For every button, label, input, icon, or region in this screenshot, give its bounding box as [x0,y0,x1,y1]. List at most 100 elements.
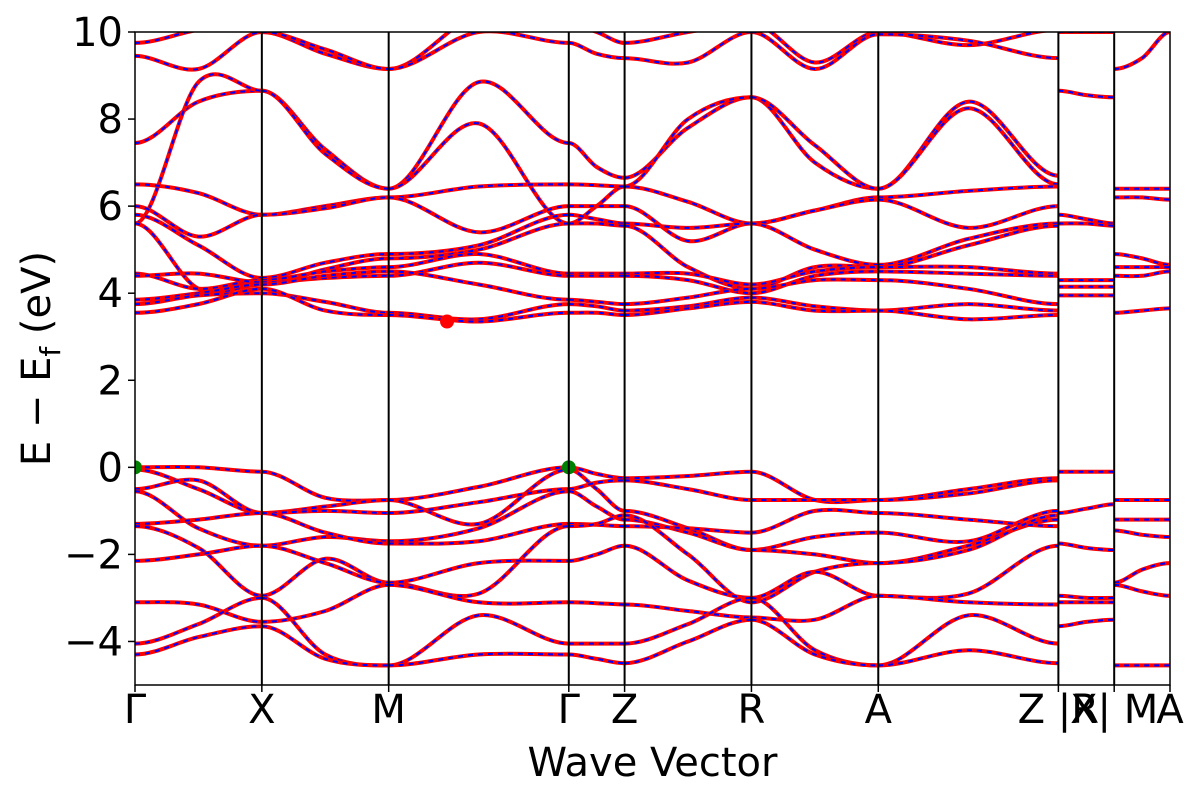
band-line-wannier [624,205,752,243]
band-line-wannier [388,222,569,260]
band-line-dft [624,478,752,502]
band-line-wannier [261,196,389,216]
band-line-wannier [135,544,262,562]
band-line-wannier [135,525,262,597]
band-line-wannier [388,183,569,199]
band-line-wannier [751,198,879,225]
band-line-dft [388,32,453,71]
band-line-wannier [388,32,569,70]
band-line-dft [1058,212,1115,226]
band-line-wannier [568,41,625,60]
band-line-wannier [261,583,389,623]
band-line-wannier [568,468,625,512]
band-line-dft [568,465,625,481]
band-line-wannier [878,185,1059,199]
band-line-wannier [388,559,569,584]
band-line-dft [878,278,1059,307]
band-line-dft [388,269,569,302]
y-axis-title-main: E − E [14,357,60,467]
band-line-wannier [261,253,389,279]
band-line-wannier [624,544,752,599]
band-line-dft [877,99,1059,191]
band-line-dft [751,197,879,226]
band-line-wannier [878,198,1059,229]
band-line-dft [1058,221,1115,228]
band-line-dft [261,88,389,191]
band-line-dft [568,302,625,313]
band-line-wannier [878,279,1059,306]
kpath-lines-layer [260,32,1116,685]
band-line-wannier [878,614,1059,667]
band-line-dft [624,95,752,189]
band-line-wannier [261,535,389,547]
x-tick-label: X [248,687,275,733]
band-line-dft [388,487,569,515]
band-line-wannier [624,514,752,604]
plot-frame [134,31,1171,686]
band-line-dft [568,478,625,492]
band-line-wannier [878,265,1059,275]
band-line-dft [568,310,625,317]
band-line-wannier [388,252,569,275]
band-line-wannier [261,89,389,190]
band-line-wannier [261,196,389,216]
y-ticks-layer: −4 −2 0 2 4 6 8 10 [64,10,135,665]
band-line-wannier [624,222,752,229]
band-line-wannier [1114,32,1170,70]
bands-layer [135,32,1170,668]
band-line-wannier [624,603,752,619]
band-line-wannier [135,213,262,279]
x-tick-label: Γ [124,687,147,733]
band-line-wannier [261,499,389,514]
band-line-wannier [135,32,262,71]
band-line-wannier [878,107,1059,190]
band-line-wannier [135,89,262,144]
band-line-wannier [751,618,879,667]
band-line-wannier [261,257,389,286]
band-line-wannier [878,649,1059,667]
band-line-wannier [878,512,1059,528]
band-line-dft [878,613,1059,668]
band-line-dft [1058,541,1115,552]
band-line-dft [568,182,625,189]
band-line-wannier [388,122,569,225]
band-line-dft [568,513,625,529]
band-line-dft [135,467,262,515]
band-line-wannier [878,479,1059,501]
band-line-wannier [388,213,569,255]
y-axis-title-subscript: f [34,346,67,357]
band-line-dft [878,648,1059,668]
band-line-wannier [135,512,262,525]
x-tick-label: A [865,687,893,733]
band-line-wannier [135,465,262,473]
band-line-dft [261,88,389,191]
band-line-wannier [388,468,569,526]
band-line-wannier [751,531,879,551]
x-axis-title: Wave Vector [528,740,779,786]
band-line-dft [568,543,625,563]
y-axis-title: E − Ef (eV) [14,251,67,466]
band-line-dft [568,600,625,607]
y-tick-label: 2 [98,358,123,404]
band-line-wannier [751,508,879,534]
band-line-wannier [135,283,262,301]
band-line-wannier [751,596,879,667]
band-line-dft [388,32,569,71]
band-line-wannier [878,518,1059,565]
y-tick-label: 4 [98,271,123,317]
band-line-wannier [624,32,752,65]
band-line-wannier [878,303,1059,312]
band-line-wannier [388,261,569,277]
band-line-wannier [261,32,389,70]
band-line-wannier [261,544,389,584]
band-line-wannier [261,509,389,514]
y-tick-label: 10 [72,10,123,56]
band-line-wannier [624,287,752,306]
band-line-wannier [261,292,389,314]
band-line-dft [878,184,1059,200]
band-line-wannier [135,292,262,306]
band-line-wannier [388,196,569,234]
band-line-wannier [135,183,262,216]
band-line-wannier [624,518,752,551]
